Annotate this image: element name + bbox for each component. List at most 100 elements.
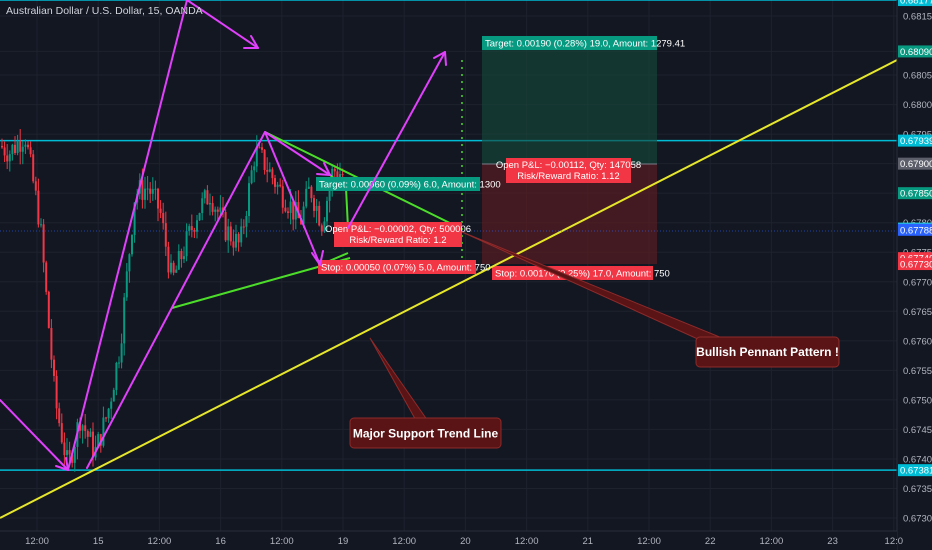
bullish-pennant-callout[interactable]: Bullish Pennant Pattern ! [695,336,840,368]
candle-body [11,144,14,155]
candle-body [29,147,32,155]
candle-body [1,145,3,148]
price-candles [1,129,344,472]
candle-body [196,220,198,232]
candle-body [177,251,180,270]
support-callout-box [349,417,502,449]
wave-arrow-left [0,399,69,471]
candle-body [326,200,328,222]
position-profit-zone [482,50,657,164]
candle-body [27,144,29,148]
candle-body [154,188,157,190]
pennant-callout-text: Bullish Pennant Pattern ! [696,345,839,359]
price-tag-label: 0.68090 [900,47,932,58]
candle-body [164,223,167,247]
major-support-trend-line[interactable] [0,59,898,519]
time-tick-label: 21 [583,536,594,547]
candle-body [294,202,297,220]
candle-body [47,291,50,328]
chart-title: Australian Dollar / U.S. Dollar, 15, OAN… [6,5,203,17]
candle-body [89,431,92,437]
position-ratio-label: Risk/Reward Ratio: 1.12 [517,171,619,182]
time-axis[interactable]: 12:00 15 12:00 16 12:00 19 12:00 20 12:00 21 12:00… [25,536,903,547]
candle-body [255,147,258,167]
candle-body [310,186,313,199]
candle-body [58,408,61,424]
support-trendline-callout[interactable]: Major Support Trend Line [349,417,502,449]
candle-body [84,425,87,432]
candle-body [307,186,310,189]
time-tick-label: 12:00 [25,536,49,547]
candle-body [224,212,227,241]
price-tag-bg [898,0,932,7]
candle-body [60,423,63,443]
candle-body [45,262,48,292]
candle-body [250,170,253,184]
candle-body [37,190,40,225]
price-tag-bg [898,187,932,200]
candle-body [206,190,209,205]
candle-body [276,184,279,187]
candle-body [237,233,240,243]
candle-body [232,241,235,248]
candle-body [112,389,115,402]
wave-mid-down [264,131,321,266]
candle-body [50,327,53,360]
wave-upper-head [316,162,331,176]
time-tick-label: 19 [338,536,349,547]
time-tick-label: 12:00 [148,536,172,547]
candle-body [120,343,123,363]
candle-body [73,446,76,463]
candle-body [105,417,107,419]
long-position-box-main[interactable]: Target: 0.00190 (0.28%) 19.0, Amount: 12… [482,36,685,280]
candle-body [157,188,159,209]
candle-body [185,231,188,257]
candle-body [128,254,131,272]
candle-body [107,408,110,419]
price-tag-label: 0.67730 [900,260,932,271]
time-tick-label: 20 [460,536,471,547]
time-tick-label: 12:0 [885,536,904,547]
time-tick-label: 16 [215,536,226,547]
candle-body [167,246,170,273]
time-tick-label: 12:00 [392,536,416,547]
price-tag-label: 0.67381 [900,466,932,477]
price-tag-bg [898,45,932,58]
long-position-box-small[interactable]: Target: 0.00060 (0.09%) 6.0, Amount: 130… [316,177,501,274]
candle-body [261,147,263,150]
candle-body [297,202,300,219]
candle-body [66,450,68,456]
candle-body [263,149,266,170]
candle-body [68,450,71,455]
candle-body [209,203,211,205]
candle-body [102,417,105,446]
candle-body [151,189,154,194]
candle-body [149,188,152,194]
position-stop-label: Stop: 0.00170 (0.25%) 17.0, Amount: 750 [495,269,670,280]
time-tick-label: 22 [705,536,716,547]
small-position-pnl-label: Open P&L: −0.00002, Qty: 500006 [325,224,471,235]
candle-body [92,431,94,458]
candle-body [162,212,165,224]
small-position-pnl-bg [334,222,462,247]
candle-body [32,154,35,182]
candle-body [266,169,269,172]
candle-body [318,205,321,226]
time-scale-background [0,531,897,550]
candle-body [328,187,331,201]
candle-body [219,207,222,212]
candle-body [86,431,89,437]
candle-body [253,166,256,171]
magenta-wave-arrows[interactable] [0,0,447,471]
wave-impulse [67,0,259,471]
candle-body [125,271,128,298]
candle-body [227,226,230,241]
candle-body [19,141,22,152]
small-position-stop-label: Stop: 0.00050 (0.07%) 5.0, Amount: 750 [321,263,491,274]
pennant-callout-box [695,336,840,368]
position-target-label-bg [482,36,657,50]
